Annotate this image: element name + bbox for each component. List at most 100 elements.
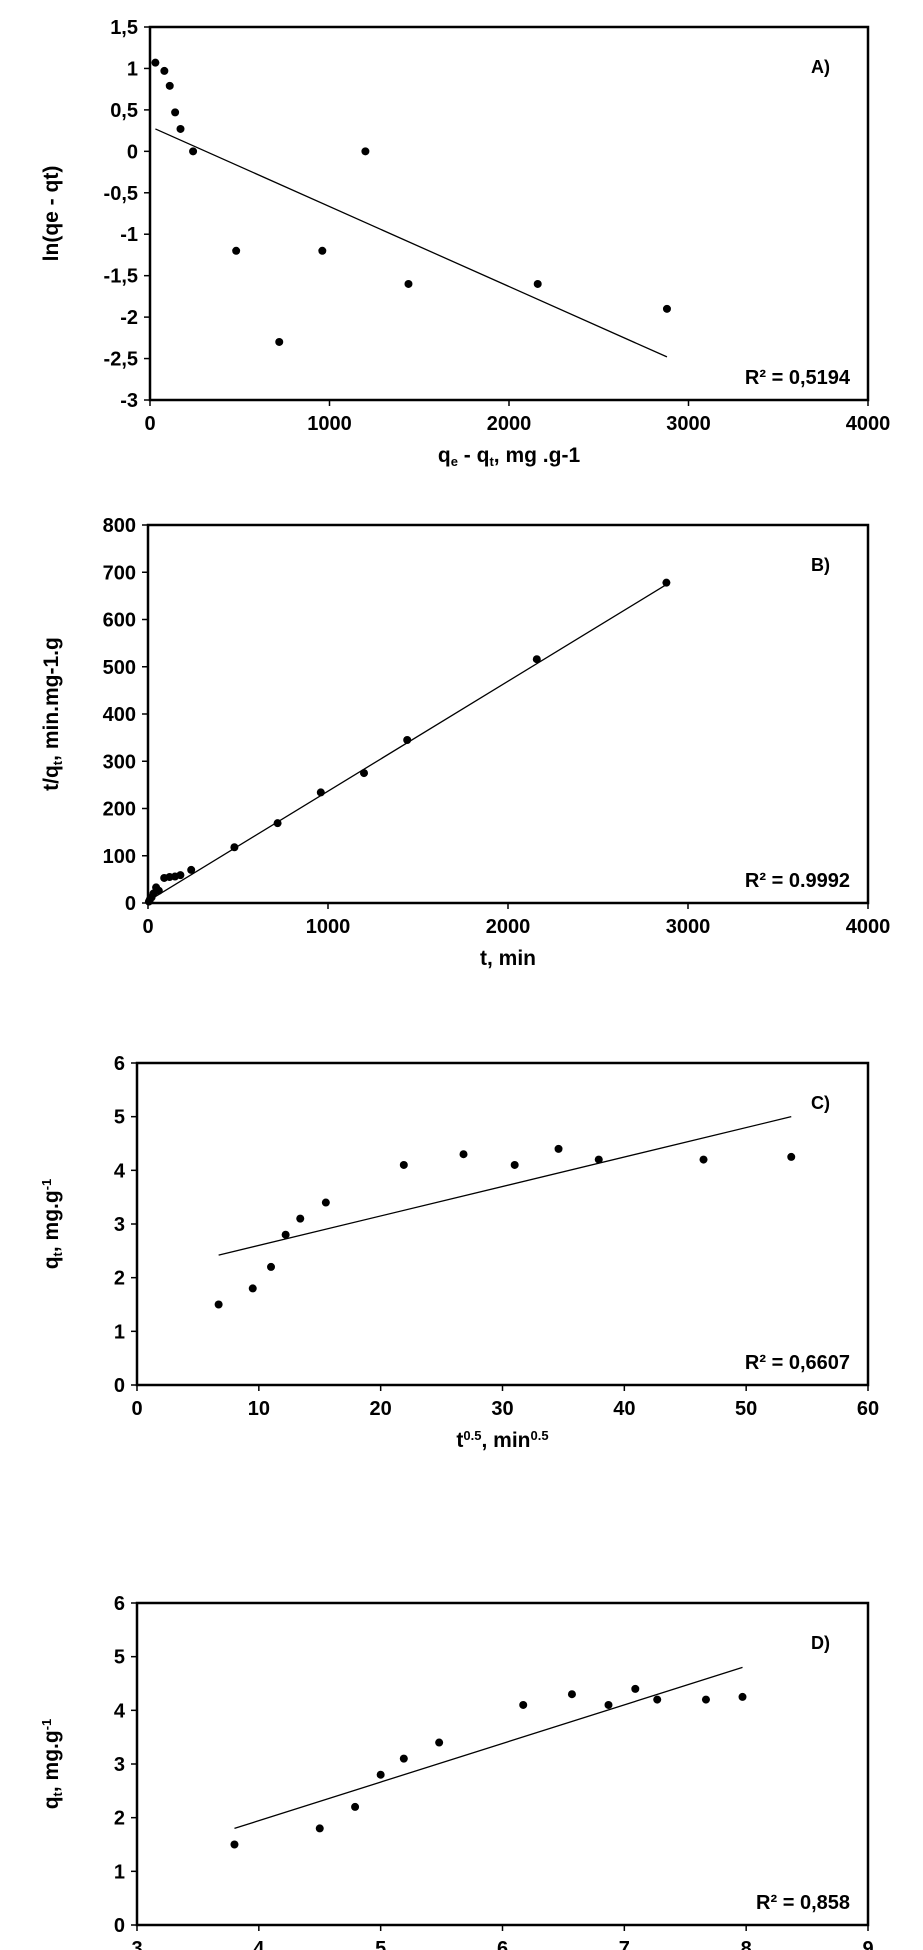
data-point: [275, 337, 284, 346]
x-axis-title-part: t: [456, 1429, 463, 1452]
y-tick-label: 2: [114, 1268, 125, 1290]
y-axis-title-part: q: [40, 1796, 63, 1809]
y-axis-title: qt, mg.g-1: [39, 1179, 65, 1270]
x-tick-label: 2000: [487, 413, 532, 435]
data-point: [351, 1802, 360, 1811]
x-tick-label: 0: [144, 413, 155, 435]
y-tick-label: 0: [114, 1915, 125, 1937]
y-tick-label: -2: [120, 307, 138, 329]
data-point: [533, 279, 542, 288]
data-point: [604, 1700, 613, 1709]
data-point: [662, 304, 671, 313]
plot-frame: [135, 1061, 870, 1387]
x-axis-title-part: t: [489, 454, 494, 469]
data-point: [631, 1684, 640, 1693]
r-squared-label: R² = 0.9992: [745, 870, 850, 892]
data-point: [281, 1230, 290, 1239]
data-point: [230, 843, 239, 852]
y-tick-label: 0: [114, 1375, 125, 1397]
data-point: [318, 246, 327, 255]
r-squared-label: R² = 0,6607: [745, 1352, 850, 1374]
y-axis-title-part: -1: [39, 1179, 54, 1191]
data-point: [519, 1700, 528, 1709]
x-axis-title-part: - q: [458, 444, 490, 467]
y-axis-title: t/qt, min.mg-1.g: [40, 637, 65, 791]
data-point: [701, 1695, 710, 1704]
x-axis-title: t0.5, min0.5: [456, 1428, 548, 1452]
y-tick-label: 1: [114, 1321, 125, 1343]
data-point: [176, 124, 185, 133]
y-axis-title: ln(qe - qt): [40, 166, 63, 262]
x-axis-title-part: 0.5: [463, 1428, 481, 1443]
y-tick-label: 4: [114, 1160, 126, 1182]
data-point: [165, 81, 174, 90]
data-point: [232, 246, 241, 255]
y-tick-label: 700: [103, 562, 136, 584]
x-tick-label: 8: [741, 1938, 752, 1950]
data-point: [273, 819, 282, 828]
plot-frame: [146, 523, 870, 905]
data-point: [160, 66, 169, 75]
x-tick-label: 1000: [306, 916, 351, 938]
chart-panel-a: -3 -2,5 -2 -1,5 -1 -0,5 0 0,5 1 1,5 0 1000 2000 3000 4…: [40, 17, 890, 469]
trendline: [234, 1666, 743, 1830]
x-tick-label: 4: [253, 1938, 265, 1950]
y-tick-label: 0,5: [110, 100, 138, 122]
y-tick-label: 0: [127, 141, 138, 163]
x-axis-title: qe - qt, mg .g-1: [438, 444, 581, 469]
y-axis-title-part: t: [50, 1791, 65, 1796]
x-axis-title-part: q: [438, 444, 451, 467]
x-tick-label: 7: [619, 1938, 630, 1950]
data-point: [435, 1738, 444, 1747]
y-tick-label: 1: [114, 1861, 125, 1883]
data-point: [376, 1770, 385, 1779]
y-axis-title-part: , min.mg-1.g: [40, 637, 63, 761]
y-tick-label: 500: [103, 657, 136, 679]
data-point: [653, 1695, 662, 1704]
data-point: [361, 147, 370, 156]
data-point: [699, 1155, 708, 1164]
y-axis-title-part: t: [50, 760, 65, 765]
data-point: [316, 788, 325, 797]
y-axis-title: qt, mg.g-1: [39, 1719, 65, 1810]
y-tick-label: 5: [114, 1107, 125, 1129]
x-tick-label: 0: [131, 1398, 142, 1420]
data-point: [567, 1690, 576, 1699]
x-tick-label: 10: [248, 1398, 270, 1420]
data-point: [594, 1155, 603, 1164]
x-axis-title: t, min: [480, 947, 536, 970]
panel-label: B): [811, 555, 830, 575]
data-point: [360, 769, 368, 778]
y-axis-title-part: t/q: [40, 765, 63, 791]
x-tick-label: 4000: [846, 413, 891, 435]
y-tick-label: 200: [103, 799, 136, 821]
x-tick-label: 6: [497, 1938, 508, 1950]
data-point: [738, 1692, 747, 1701]
y-axis-title-part: -1: [39, 1719, 54, 1731]
y-axis-title-part: , mg.g: [40, 1730, 63, 1792]
data-point: [459, 1150, 468, 1159]
panel-label: D): [811, 1633, 830, 1653]
x-tick-label: 0: [142, 916, 153, 938]
y-axis-title-part: t: [50, 1251, 65, 1256]
plot-frame: [135, 1601, 870, 1927]
data-point: [154, 886, 163, 895]
x-axis-title-part: t, min: [480, 947, 536, 970]
x-tick-label: 3: [131, 1938, 142, 1950]
y-tick-label: -3: [120, 390, 138, 412]
x-tick-label: 2000: [486, 916, 531, 938]
y-tick-label: 800: [103, 515, 136, 537]
data-point: [296, 1214, 305, 1223]
y-tick-label: 2: [114, 1808, 125, 1830]
y-tick-label: 1: [127, 58, 138, 80]
x-tick-label: 40: [613, 1398, 635, 1420]
y-tick-label: -1,5: [104, 266, 138, 288]
data-point: [321, 1198, 330, 1207]
y-tick-label: 6: [114, 1593, 125, 1615]
data-point: [532, 655, 541, 664]
data-point: [171, 108, 180, 117]
y-tick-label: 3: [114, 1214, 125, 1236]
plot-frame: [148, 25, 870, 402]
